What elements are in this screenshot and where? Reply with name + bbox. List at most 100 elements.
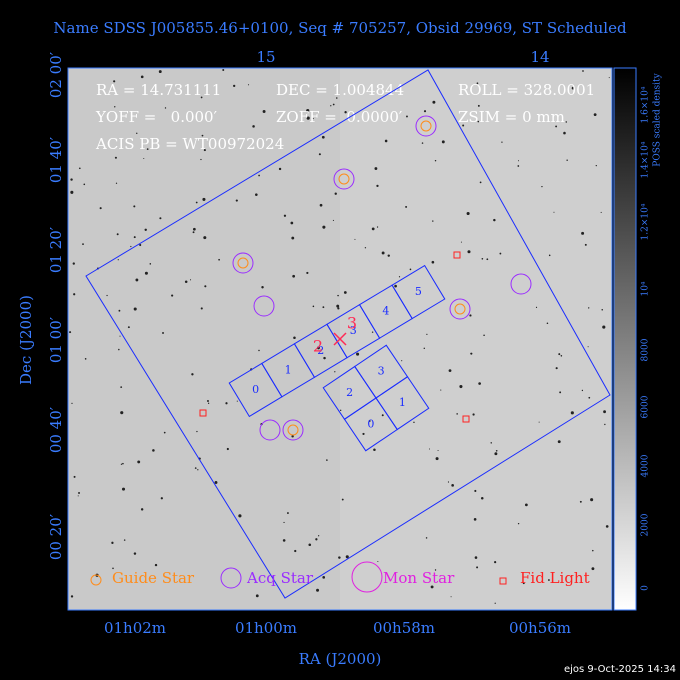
- star: [226, 447, 229, 451]
- star: [137, 460, 141, 464]
- star: [262, 110, 266, 113]
- star: [560, 355, 563, 357]
- star: [117, 259, 119, 261]
- star: [571, 86, 575, 90]
- acq-star: [333, 168, 355, 190]
- star: [203, 149, 206, 152]
- star: [495, 449, 498, 452]
- star: [368, 420, 371, 422]
- star: [426, 333, 428, 335]
- colorbar-tick-label: 4000: [641, 454, 651, 477]
- star: [493, 218, 496, 222]
- chip: [391, 264, 446, 320]
- star: [548, 254, 551, 257]
- star: [604, 423, 606, 426]
- star: [340, 409, 342, 412]
- star: [120, 463, 123, 465]
- star: [130, 245, 132, 248]
- acis-i: 2 3 0 1: [322, 344, 430, 452]
- star: [308, 543, 312, 547]
- star: [559, 391, 562, 394]
- star: [332, 103, 335, 106]
- star: [306, 271, 309, 275]
- star: [84, 358, 87, 360]
- star: [204, 285, 207, 288]
- legend-symbol: [351, 561, 383, 593]
- star: [162, 332, 164, 334]
- star: [384, 139, 388, 143]
- star: [201, 134, 204, 137]
- star: [581, 231, 585, 235]
- star: [133, 307, 137, 311]
- acq-star: [282, 419, 304, 441]
- info: ROLL = 328.0001: [458, 81, 595, 99]
- star: [469, 314, 472, 317]
- star: [341, 498, 344, 501]
- star: [114, 156, 117, 159]
- star: [286, 512, 289, 514]
- star: [238, 514, 242, 518]
- stars: [69, 69, 610, 604]
- chip-label: 0: [367, 417, 374, 430]
- star: [335, 97, 338, 99]
- star: [479, 181, 482, 184]
- star: [140, 508, 144, 511]
- star: [592, 549, 594, 552]
- colorbar-tick-label: 1.2×10⁴: [641, 203, 651, 240]
- objects: [90, 115, 532, 593]
- star: [481, 257, 484, 260]
- star: [133, 552, 137, 555]
- star: [293, 336, 296, 339]
- top-tick-label: 14: [530, 48, 549, 66]
- star: [140, 75, 144, 79]
- guide-star: [420, 120, 432, 132]
- star: [202, 197, 206, 201]
- colorbar-tick-label: 6000: [641, 395, 651, 418]
- legend-label: Fid Light: [520, 569, 590, 587]
- star: [70, 595, 74, 598]
- legend-label: Mon Star: [383, 569, 455, 587]
- star: [448, 369, 452, 373]
- star: [603, 410, 606, 414]
- star: [136, 132, 138, 134]
- star: [441, 140, 445, 144]
- star: [478, 382, 481, 385]
- star: [343, 291, 347, 294]
- star: [158, 70, 162, 74]
- star: [553, 211, 555, 213]
- star: [121, 487, 126, 491]
- star: [401, 360, 403, 362]
- star: [316, 346, 320, 350]
- colorbar-tick-label: 1.4×10⁴: [641, 141, 651, 178]
- star: [283, 521, 285, 524]
- star: [371, 227, 375, 231]
- star: [406, 115, 408, 118]
- star: [171, 294, 174, 297]
- star: [99, 207, 102, 210]
- star: [112, 567, 114, 570]
- colorbar-tick-label: 8000: [641, 338, 651, 361]
- star: [501, 141, 503, 143]
- star: [381, 251, 385, 255]
- star: [409, 268, 412, 271]
- star: [123, 539, 126, 541]
- acq-star: [232, 252, 254, 274]
- star: [252, 125, 255, 128]
- top-tick-label: 15: [256, 48, 275, 66]
- star: [255, 594, 259, 598]
- star: [423, 110, 427, 113]
- footer: ejos 9-Oct-2025 14:34: [564, 664, 676, 675]
- star: [191, 373, 194, 376]
- star: [447, 481, 450, 483]
- star: [71, 402, 73, 404]
- star: [282, 539, 286, 542]
- star: [116, 233, 119, 236]
- star: [546, 322, 549, 324]
- star: [432, 220, 434, 222]
- star: [467, 250, 471, 254]
- chip: [375, 376, 430, 431]
- star: [194, 467, 197, 469]
- star: [200, 96, 203, 99]
- star: [323, 356, 326, 360]
